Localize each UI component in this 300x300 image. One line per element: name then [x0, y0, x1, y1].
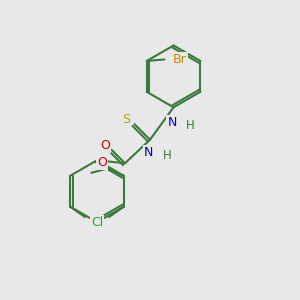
Text: Br: Br	[173, 53, 187, 66]
Text: Cl: Cl	[91, 216, 104, 230]
Text: H: H	[163, 149, 171, 162]
Text: O: O	[97, 156, 107, 169]
Text: H: H	[186, 119, 195, 132]
Text: Cl: Cl	[91, 216, 103, 230]
Text: O: O	[100, 139, 110, 152]
Text: N: N	[144, 146, 153, 159]
Text: S: S	[122, 113, 130, 126]
Text: N: N	[167, 116, 177, 128]
